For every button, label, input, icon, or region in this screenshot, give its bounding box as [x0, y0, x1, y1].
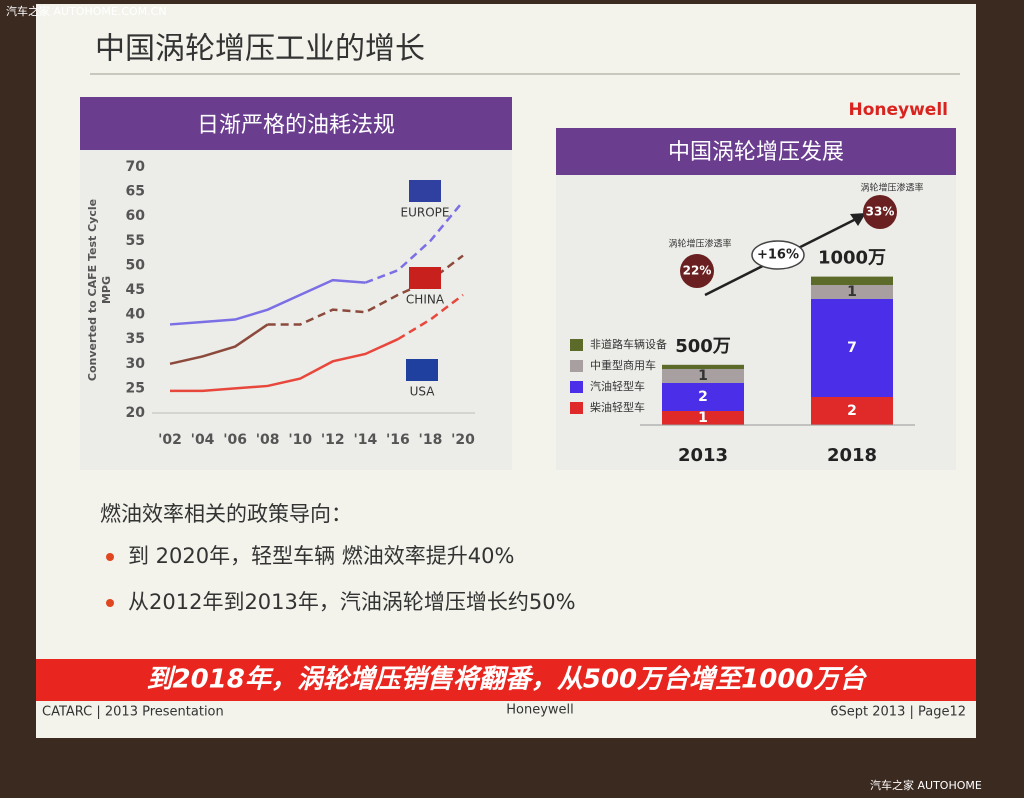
- legend-swatch: [570, 381, 583, 393]
- series-line: [169, 278, 366, 326]
- bar-segment: [811, 397, 893, 425]
- banner: [36, 659, 976, 701]
- footer-center: Honeywell: [506, 703, 574, 718]
- logo: Honeywell: [848, 100, 948, 120]
- segment-label: 1: [847, 284, 857, 300]
- panel-title: 中国涡轮增压发展: [668, 140, 844, 165]
- x-tick-label: '06: [223, 432, 247, 448]
- y-tick-label: 35: [126, 331, 145, 347]
- panel-title: 日渐严格的油耗法规: [197, 113, 395, 138]
- bar-segment: [811, 299, 893, 397]
- bar-segment: [811, 276, 893, 285]
- panel-body: [556, 175, 956, 470]
- series-line: [170, 338, 399, 393]
- y-tick-label: 20: [126, 405, 146, 421]
- x-tick-label: 2018: [827, 445, 877, 466]
- segment-label: 2: [847, 403, 857, 419]
- annotation: 涡轮增压渗透率: [668, 238, 731, 250]
- x-tick-label: '10: [288, 432, 312, 448]
- segment-label: 2: [698, 389, 708, 405]
- watermark: 汽车之家 AUTOHOME: [870, 778, 982, 792]
- flag: [409, 180, 441, 202]
- series-label: EUROPE: [401, 206, 450, 220]
- y-tick-label: 60: [126, 208, 146, 224]
- legend-label: 柴油轻型车: [590, 400, 645, 414]
- watermark: 汽车之家 AUTOHOME.COM.CN: [6, 4, 167, 18]
- bullet: 从2012年到2013年，汽油涡轮增压增长约50%: [128, 590, 576, 614]
- panel-body: [80, 150, 512, 470]
- annotation: +16%: [757, 248, 799, 263]
- policy-heading: 燃油效率相关的政策导向：: [100, 502, 352, 526]
- x-tick-label: '12: [321, 432, 345, 448]
- y-tick-label: 50: [126, 257, 146, 273]
- flag: [409, 267, 441, 289]
- y-axis-label: Converted to CAFE Test Cycle: [86, 199, 99, 381]
- y-tick-label: 65: [126, 184, 145, 200]
- series-line: [364, 200, 464, 284]
- slide-title: 中国涡轮增压工业的增长: [95, 32, 425, 67]
- footer-left: CATARC | 2013 Presentation: [42, 705, 224, 720]
- bar-segment: [662, 383, 744, 411]
- y-axis-label: MPG: [100, 276, 113, 304]
- y-tick-label: 25: [126, 380, 145, 396]
- rate-bubble: [863, 195, 897, 229]
- legend-swatch: [570, 402, 583, 414]
- growth-bubble: [751, 240, 805, 270]
- legend-label: 非道路车辆设备: [590, 337, 667, 351]
- legend-label: 中重型商用车: [590, 358, 656, 372]
- y-tick-label: 55: [126, 233, 145, 249]
- annotation: 33%: [866, 205, 895, 219]
- series-line: [169, 323, 269, 366]
- flag: [406, 359, 438, 381]
- segment-label: 1: [698, 410, 708, 426]
- legend-label: 汽油轻型车: [590, 379, 645, 393]
- y-tick-label: 30: [126, 356, 146, 372]
- segment-label: 1: [698, 368, 708, 384]
- bar-segment: [811, 285, 893, 299]
- y-tick-label: 40: [126, 307, 146, 323]
- series-label: USA: [410, 385, 436, 399]
- bullet-dot: [106, 553, 114, 561]
- annotation: 22%: [683, 264, 712, 278]
- series-label: CHINA: [406, 293, 445, 307]
- bar-segment: [662, 411, 744, 425]
- x-tick-label: '18: [419, 432, 443, 448]
- x-tick-label: 2013: [678, 445, 728, 466]
- arrow-head: [850, 213, 866, 226]
- y-tick-label: 70: [126, 159, 146, 175]
- y-tick-label: 45: [126, 282, 145, 298]
- legend-swatch: [570, 360, 583, 372]
- total-label: 1000万: [818, 248, 886, 269]
- x-tick-label: '02: [158, 432, 182, 448]
- panel-header: [556, 128, 956, 175]
- legend-swatch: [570, 339, 583, 351]
- bar-segment: [662, 364, 744, 369]
- x-tick-label: '14: [353, 432, 377, 448]
- x-tick-label: '08: [256, 432, 280, 448]
- footer-right: 6Sept 2013 | Page12: [830, 705, 966, 720]
- segment-label: 7: [847, 340, 857, 356]
- x-tick-label: '20: [451, 432, 475, 448]
- bullet-dot: [106, 599, 114, 607]
- x-tick-label: '04: [191, 432, 215, 448]
- x-tick-label: '16: [386, 432, 410, 448]
- annotation: 涡轮增压渗透率: [860, 182, 923, 194]
- rate-bubble: [680, 254, 714, 288]
- banner-text: 到2018年，涡轮增压销售将翻番，从500万台增至1000万台: [147, 665, 868, 695]
- panel-header: [80, 97, 512, 150]
- series-line: [397, 293, 464, 341]
- bar-segment: [662, 369, 744, 383]
- bullet: 到 2020年，轻型车辆 燃油效率提升40%: [128, 544, 514, 568]
- total-label: 500万: [675, 336, 731, 357]
